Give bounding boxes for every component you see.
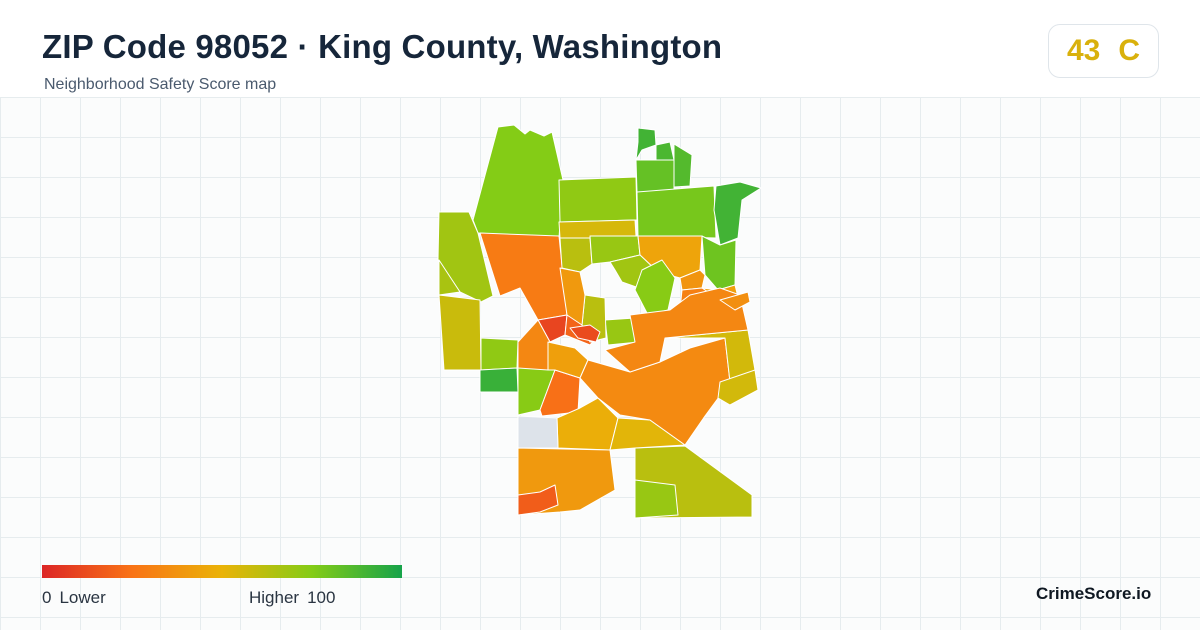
legend-high-label: Higher 100 bbox=[249, 588, 335, 608]
legend-max-value: 100 bbox=[307, 588, 336, 607]
map-tract[interactable] bbox=[634, 479, 679, 519]
score-badge: 43 C bbox=[1048, 24, 1159, 78]
map-tract[interactable] bbox=[559, 237, 593, 273]
map-tract[interactable] bbox=[438, 259, 461, 296]
map-tract[interactable] bbox=[558, 176, 638, 223]
map-tract[interactable] bbox=[673, 143, 693, 188]
map-tract[interactable] bbox=[604, 287, 749, 373]
brand-logo[interactable]: CrimeScore.io bbox=[1036, 584, 1152, 603]
page-subtitle: Neighborhood Safety Score map bbox=[44, 76, 277, 93]
map-tract[interactable] bbox=[517, 415, 559, 449]
map-tract[interactable] bbox=[655, 141, 675, 161]
map-tract[interactable] bbox=[719, 291, 751, 311]
map-tract[interactable] bbox=[713, 181, 762, 246]
map-tract[interactable] bbox=[480, 337, 519, 371]
map-tract[interactable] bbox=[679, 269, 706, 291]
legend-low-label: 0 Lower bbox=[42, 588, 106, 608]
map-tract[interactable] bbox=[479, 232, 568, 321]
score-grade: C bbox=[1118, 34, 1141, 67]
score-value: 43 bbox=[1066, 34, 1101, 67]
map-tract[interactable] bbox=[438, 294, 482, 371]
map-tract[interactable] bbox=[635, 159, 675, 193]
map-tract[interactable] bbox=[636, 185, 717, 239]
safety-map-svg[interactable] bbox=[430, 120, 770, 520]
map-tract[interactable] bbox=[609, 417, 686, 451]
legend-min-label: Lower bbox=[59, 588, 106, 607]
map-tract[interactable] bbox=[569, 324, 601, 343]
map-tract[interactable] bbox=[558, 219, 637, 239]
legend-min-value: 0 bbox=[42, 588, 52, 607]
map-tract[interactable] bbox=[701, 235, 737, 291]
legend-max-label: Higher bbox=[249, 588, 300, 607]
legend-gradient-bar bbox=[42, 565, 402, 578]
map-tract[interactable] bbox=[479, 367, 519, 393]
map-tract[interactable] bbox=[472, 124, 564, 239]
map-tract[interactable] bbox=[635, 127, 657, 161]
map-tract[interactable] bbox=[517, 484, 559, 516]
safety-map[interactable] bbox=[430, 120, 770, 520]
header-band bbox=[0, 0, 1200, 97]
map-tract[interactable] bbox=[717, 369, 759, 406]
map-tract[interactable] bbox=[559, 267, 586, 326]
page-title: ZIP Code 98052 · King County, Washington bbox=[42, 28, 723, 65]
